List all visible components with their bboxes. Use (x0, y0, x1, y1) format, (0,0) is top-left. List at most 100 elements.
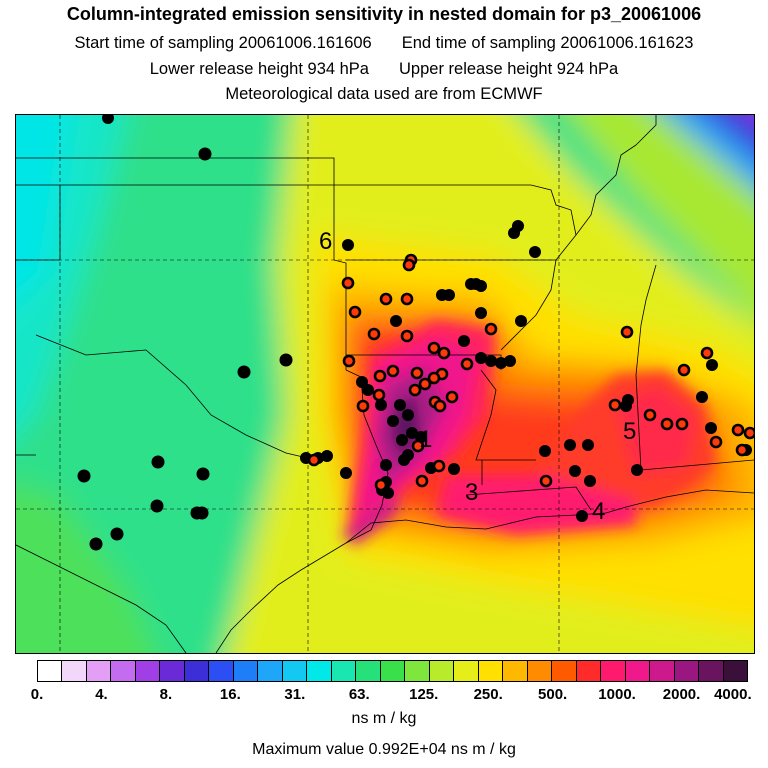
colorbar-swatch (454, 661, 479, 681)
point (484, 322, 498, 336)
point (584, 475, 596, 487)
point (195, 506, 209, 520)
point (418, 377, 432, 391)
point (448, 463, 460, 475)
point (398, 454, 410, 466)
point (151, 455, 165, 469)
point (89, 537, 103, 551)
cluster-label: 3 (465, 479, 478, 506)
point (504, 355, 516, 367)
colorbar-swatch (209, 661, 234, 681)
point (400, 292, 414, 306)
point (445, 390, 459, 404)
point (396, 434, 408, 446)
colorbar-swatch (650, 661, 675, 681)
colorbar-swatch (674, 661, 700, 681)
point (620, 400, 632, 412)
point (415, 474, 429, 488)
highlighted-points (307, 253, 754, 492)
point (582, 439, 594, 451)
point (475, 280, 487, 292)
colorbar-tick-label: 500. (538, 686, 568, 703)
point (102, 115, 114, 124)
colorbar-swatch (380, 661, 406, 681)
point (675, 417, 689, 431)
point (387, 415, 399, 427)
point (380, 459, 392, 471)
cluster-label: 6 (319, 228, 332, 255)
point (237, 365, 251, 379)
colorbar-swatch (723, 661, 748, 681)
point (432, 459, 446, 473)
point (321, 450, 333, 462)
map-title: Column-integrated emission sensitivity i… (66, 4, 702, 24)
colorbar (37, 660, 748, 682)
colorbar-swatch (86, 661, 112, 681)
colorbar-swatch (233, 661, 259, 681)
point (402, 258, 416, 272)
point (608, 398, 622, 412)
point (375, 399, 387, 411)
met-data-label: Meteorological data used are from ECMWF (225, 85, 543, 103)
colorbar-swatch (307, 661, 332, 681)
black-points (77, 115, 752, 551)
point (576, 510, 588, 522)
colorbar-swatch (111, 661, 136, 681)
point (342, 239, 354, 251)
observation-points (77, 115, 754, 551)
point (706, 359, 718, 371)
point (620, 325, 634, 339)
colorbar-tick-label: 31. (284, 686, 306, 703)
point (539, 445, 551, 457)
point (402, 409, 414, 421)
point (427, 341, 441, 355)
colorbar-swatch (625, 661, 651, 681)
point (307, 453, 321, 467)
point (743, 426, 754, 440)
point (515, 315, 527, 327)
point (373, 369, 387, 383)
colorbar-swatch (503, 661, 528, 681)
point (379, 292, 393, 306)
colorbar-tick-label: 1000. (598, 686, 636, 703)
colorbar-tick-label: 16. (219, 686, 241, 703)
colorbar-swatch (282, 661, 308, 681)
point (660, 417, 674, 431)
cluster-label: 5 (623, 418, 636, 445)
colorbar-tick-label: 4. (95, 686, 108, 703)
point (529, 246, 541, 258)
point (390, 315, 402, 327)
point (677, 363, 691, 377)
point (342, 354, 356, 368)
colorbar-tick-label: 250. (473, 686, 503, 703)
colorbar-swatch (331, 661, 357, 681)
point (411, 439, 425, 453)
point (348, 305, 362, 319)
point (341, 276, 355, 290)
point (700, 346, 714, 360)
colorbar-swatch (62, 661, 87, 681)
point (705, 422, 717, 434)
point (400, 329, 414, 343)
point (198, 147, 212, 161)
point (372, 388, 386, 402)
point (539, 474, 553, 488)
point (382, 487, 394, 499)
point (196, 467, 210, 481)
maximum-value: Maximum value 0.992E+04 ns m / kg (252, 741, 516, 758)
point (406, 427, 418, 439)
release-heights: Lower release height 934 hPa Upper releas… (0, 60, 768, 79)
colorbar-swatch (135, 661, 161, 681)
colorbar-swatch (38, 661, 63, 681)
colorbar-swatch (429, 661, 455, 681)
point (508, 227, 520, 239)
colorbar-swatch (699, 661, 724, 681)
map-canvas: 1 3 4 5 6 (16, 115, 754, 653)
point (77, 469, 91, 483)
point (485, 355, 497, 367)
colorbar-swatch (527, 661, 553, 681)
point (356, 399, 370, 413)
colorbar-swatch (601, 661, 626, 681)
colorbar-unit: ns m / kg (351, 710, 417, 727)
point (408, 383, 422, 397)
